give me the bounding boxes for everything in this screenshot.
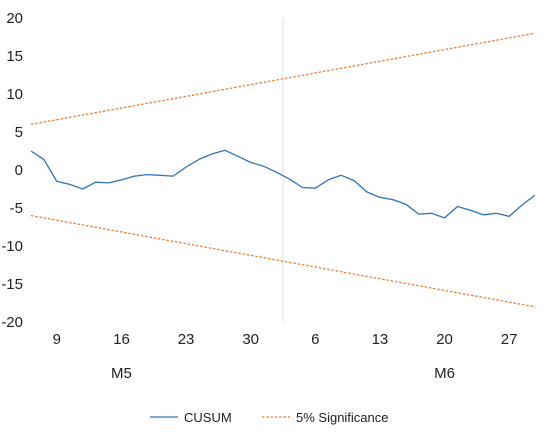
legend: CUSUM 5% Significance [150,410,389,425]
x-tick-label: 27 [501,331,518,348]
y-tick-label: -20 [1,314,23,331]
lower-significance-line [30,214,536,308]
month-axis: M5 M6 [111,365,455,382]
x-tick-label: 9 [53,331,61,348]
y-tick-label: 15 [6,48,23,65]
y-tick-label: 0 [15,162,23,179]
series-layer [30,32,536,308]
month-label: M5 [111,365,132,382]
y-tick-label: -5 [10,200,23,217]
month-label: M6 [434,365,455,382]
y-tick-label: 10 [6,86,23,103]
x-tick-label: 30 [242,331,259,348]
legend-label-cusum: CUSUM [184,410,232,425]
cusum-line [30,149,536,219]
y-axis: 20 15 10 5 0 -5 -10 -15 -20 [1,10,23,331]
x-tick-label: 23 [178,331,195,348]
x-tick-label: 6 [311,331,319,348]
x-tick-label: 13 [372,331,389,348]
upper-significance-line [30,32,536,126]
x-axis: 9 16 23 30 6 13 20 27 [53,331,518,348]
legend-label-significance: 5% Significance [296,410,389,425]
x-tick-label: 16 [113,331,130,348]
y-tick-label: -10 [1,238,23,255]
y-tick-label: 20 [6,10,23,27]
y-tick-label: 5 [15,124,23,141]
x-tick-label: 20 [436,331,453,348]
y-tick-label: -15 [1,276,23,293]
